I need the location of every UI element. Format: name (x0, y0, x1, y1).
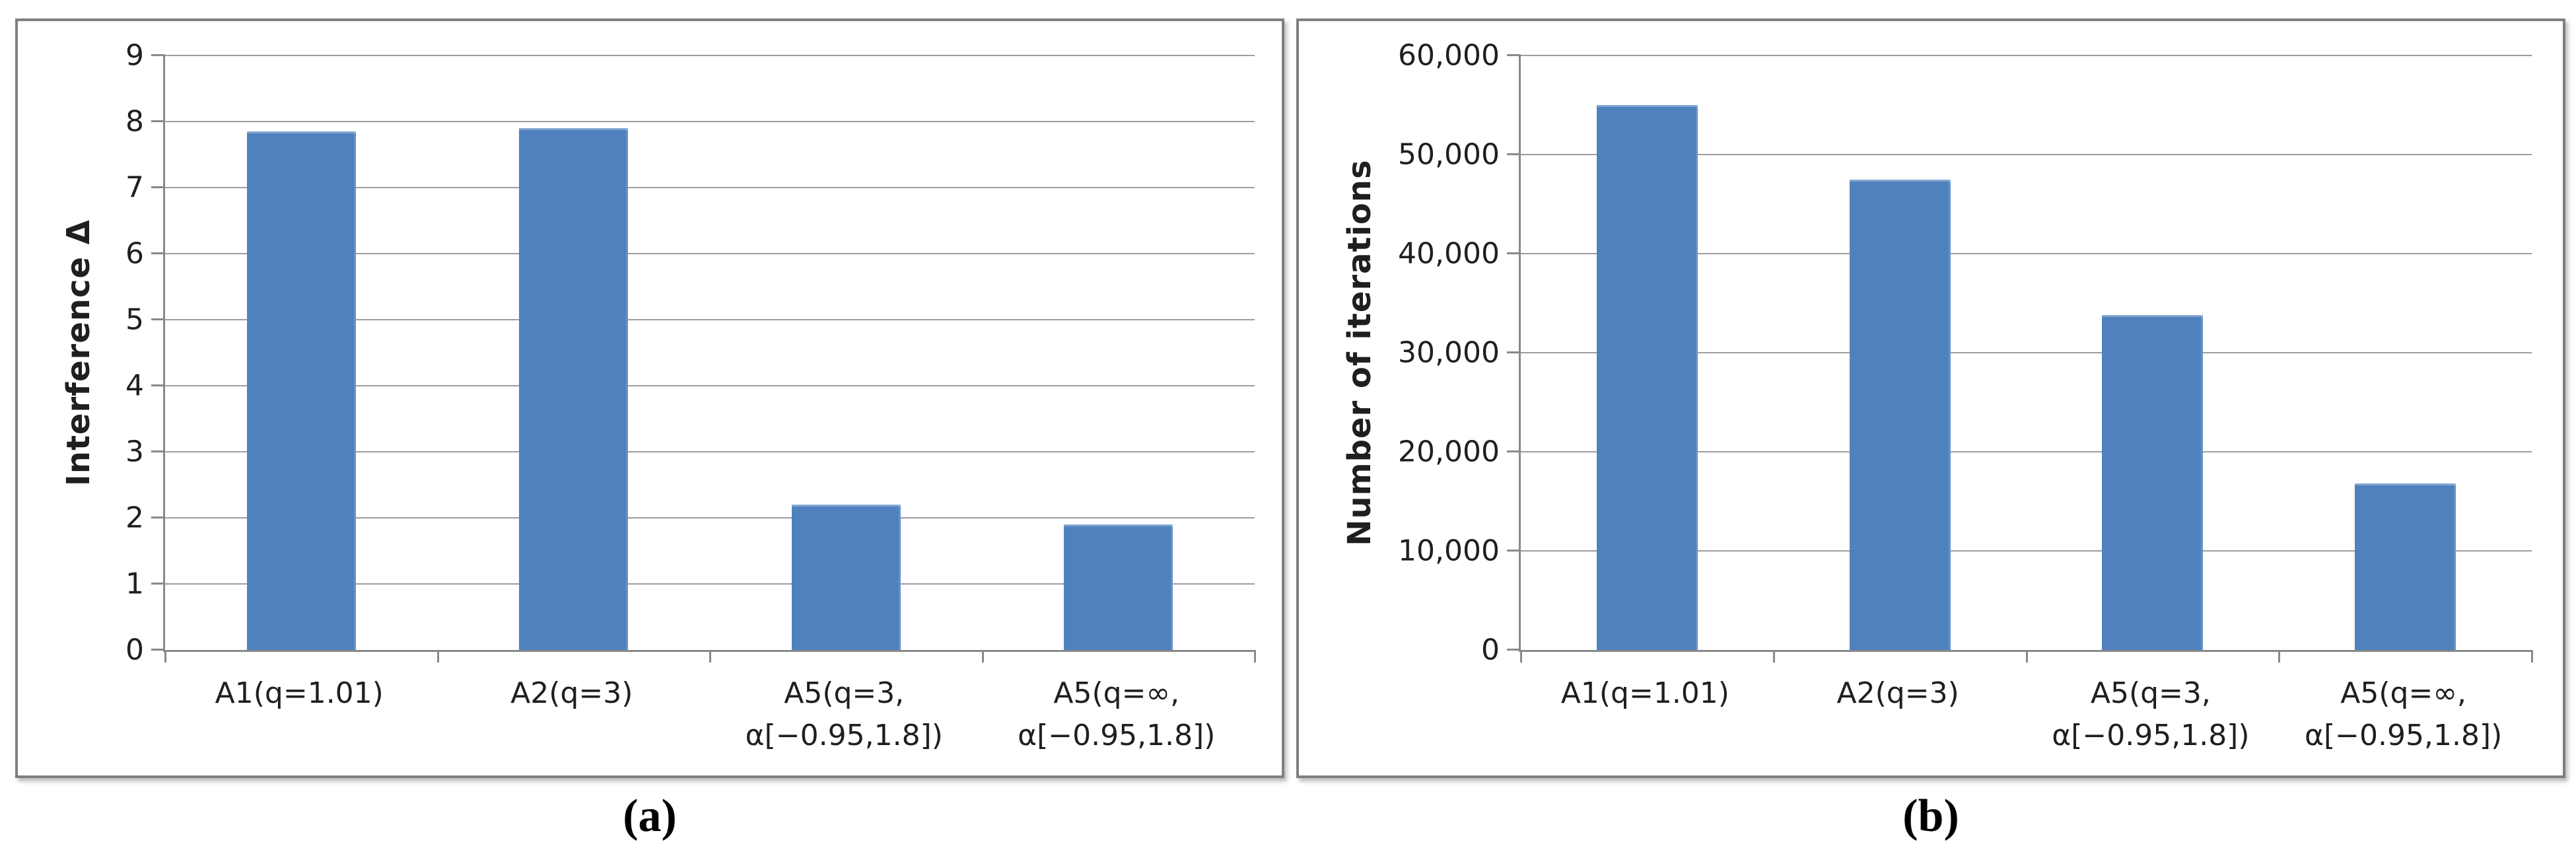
y-tick-label: 5 (125, 303, 144, 337)
plot-area: 0 10,000 20,000 30,000 40,000 50,000 60,000 (1398, 39, 2533, 667)
bar-slot (2027, 55, 2280, 650)
gridline (1521, 550, 2532, 552)
gridline (165, 187, 1255, 188)
x-category-label: A2(q=3) (510, 676, 633, 710)
x-category-label: A5(q=∞, α[−0.95,1.8]) (1018, 676, 1216, 752)
y-axis-tick (151, 384, 165, 386)
y-tick-label: 6 (125, 236, 144, 271)
figure-panel-a: Interference Δ 0 1 2 3 4 5 6 7 8 9 A1(q=1.01) A2(q… (15, 18, 1284, 778)
y-axis-tick (151, 54, 165, 56)
plot-area: 0 1 2 3 4 5 6 7 8 9 (125, 39, 1256, 667)
y-tick-label: 0 (1481, 633, 1500, 667)
gridline (1521, 253, 2532, 255)
bar (1849, 179, 1951, 650)
y-tick-label: 20,000 (1398, 435, 1500, 469)
gridline (165, 583, 1255, 585)
y-axis-tick (1507, 450, 1521, 453)
bar (2355, 484, 2456, 650)
y-tick-label: 50,000 (1398, 137, 1500, 172)
x-axis-tick (2278, 650, 2281, 663)
gridline (165, 55, 1255, 56)
bar-slot (165, 55, 438, 650)
bar-slot (438, 55, 711, 650)
y-tick-label: 7 (125, 170, 144, 205)
gridline (165, 319, 1255, 320)
x-labels: A1(q=1.01) A2(q=3) A5(q=3, α[−0.95,1.8]) A5(… (1519, 672, 2530, 757)
x-axis-tick (1520, 650, 1522, 663)
x-axis-tick (981, 650, 984, 663)
x-axis-tick (2531, 650, 2533, 663)
y-tick-label: 1 (125, 567, 144, 601)
y-tick-label: 9 (125, 38, 144, 73)
bar (519, 128, 629, 650)
caption-a: (a) (623, 791, 677, 842)
x-category-label: A5(q=3, α[−0.95,1.8]) (745, 676, 943, 752)
y-axis-tick (151, 186, 165, 188)
bar (246, 131, 356, 650)
y-tick-label: 8 (125, 104, 144, 139)
y-axis-tick (1507, 153, 1521, 155)
gridline (165, 451, 1255, 453)
gridline (1521, 451, 2532, 453)
y-axis-tick (151, 252, 165, 255)
y-tick-label: 10,000 (1398, 534, 1500, 568)
y-axis-tick (151, 450, 165, 453)
bar (2102, 315, 2204, 650)
y-axis-title: Interference Δ (60, 219, 97, 486)
gridline (165, 385, 1255, 386)
y-tick-label: 30,000 (1398, 336, 1500, 370)
x-category-label: A5(q=∞, α[−0.95,1.8]) (2304, 676, 2503, 752)
y-tick-label: 4 (125, 369, 144, 403)
x-axis-tick (709, 650, 711, 663)
x-axis-tick (2025, 650, 2028, 663)
bars (165, 55, 1255, 650)
gridline (1521, 154, 2532, 155)
y-axis-tick (151, 517, 165, 519)
y-axis-tick (1507, 550, 1521, 552)
figure-panel-b: Number of iterations 0 10,000 20,000 30,000… (1296, 18, 2565, 778)
y-axis-tick (151, 649, 165, 651)
gridline (165, 253, 1255, 255)
gridline (1521, 55, 2532, 56)
x-category-label: A2(q=3) (1836, 676, 1959, 710)
bar (1596, 105, 1698, 650)
y-tick-label: 40,000 (1398, 236, 1500, 271)
gridline (1521, 352, 2532, 353)
y-axis-tick (1507, 351, 1521, 353)
x-axis-tick (164, 650, 166, 663)
bar-slot (710, 55, 983, 650)
x-category-label: A1(q=1.01) (215, 676, 384, 710)
bar (1064, 524, 1173, 650)
bar-slot (983, 55, 1255, 650)
x-labels: A1(q=1.01) A2(q=3) A5(q=3, α[−0.95,1.8]) A5(… (163, 672, 1253, 757)
y-tick-label: 0 (125, 633, 144, 667)
x-axis-tick (1772, 650, 1775, 663)
x-category-label: A5(q=3, α[−0.95,1.8]) (2052, 676, 2250, 752)
x-axis-tick (436, 650, 439, 663)
caption-b: (b) (1902, 791, 1959, 842)
bars (1521, 55, 2532, 650)
bar-slot (1521, 55, 1774, 650)
bar-slot (2279, 55, 2532, 650)
y-axis-tick (151, 583, 165, 585)
y-tick-label: 60,000 (1398, 38, 1500, 73)
x-axis-tick (1254, 650, 1256, 663)
bar-slot (1774, 55, 2027, 650)
x-category-label: A1(q=1.01) (1560, 676, 1729, 710)
gridline (165, 517, 1255, 519)
y-axis-tick (1507, 649, 1521, 651)
y-tick-label: 2 (125, 501, 144, 535)
y-axis-tick (151, 318, 165, 320)
y-axis-tick (1507, 54, 1521, 56)
y-axis-tick (1507, 252, 1521, 255)
bar (791, 505, 901, 650)
y-axis-title: Number of iterations (1341, 159, 1378, 546)
y-tick-label: 3 (125, 435, 144, 469)
y-axis-tick (151, 120, 165, 122)
gridline (165, 121, 1255, 122)
